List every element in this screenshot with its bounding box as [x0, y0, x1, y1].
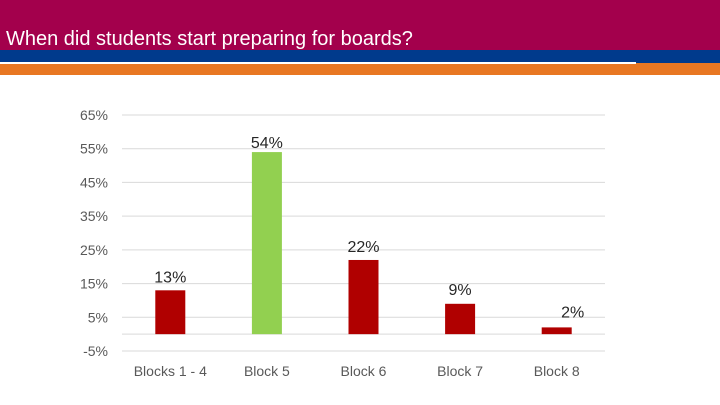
bar	[155, 290, 186, 335]
x-tick-label: Block 8	[534, 363, 580, 379]
x-tick-label: Block 7	[437, 363, 483, 379]
y-tick-label: 15%	[80, 276, 108, 292]
data-label: 54%	[251, 135, 283, 152]
stripe-divider	[0, 62, 636, 64]
y-tick-label: 35%	[80, 208, 108, 224]
x-tick-label: Block 5	[244, 363, 290, 379]
slide-title: When did students start preparing for bo…	[6, 28, 413, 50]
bar	[348, 259, 379, 335]
data-label: 9%	[449, 282, 472, 299]
blue-accent-stripe	[0, 50, 720, 63]
bar	[251, 152, 282, 335]
y-tick-label: 65%	[80, 107, 108, 123]
data-label: 22%	[347, 239, 379, 256]
y-tick-label: -5%	[83, 343, 108, 359]
data-label: 13%	[154, 269, 186, 286]
x-tick-label: Block 6	[341, 363, 387, 379]
y-tick-label: 45%	[80, 174, 108, 190]
y-tick-label: 5%	[88, 309, 108, 325]
title-banner: When did students start preparing for bo…	[0, 0, 720, 50]
data-label: 2%	[561, 304, 584, 321]
orange-accent-stripe	[0, 63, 720, 75]
y-tick-label: 55%	[80, 141, 108, 157]
x-tick-label: Blocks 1 - 4	[134, 363, 207, 379]
bar	[445, 303, 476, 335]
bar	[541, 327, 572, 335]
y-tick-label: 25%	[80, 242, 108, 258]
